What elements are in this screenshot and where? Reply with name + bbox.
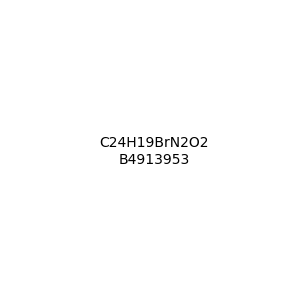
Text: C24H19BrN2O2
B4913953: C24H19BrN2O2 B4913953 <box>99 136 208 166</box>
